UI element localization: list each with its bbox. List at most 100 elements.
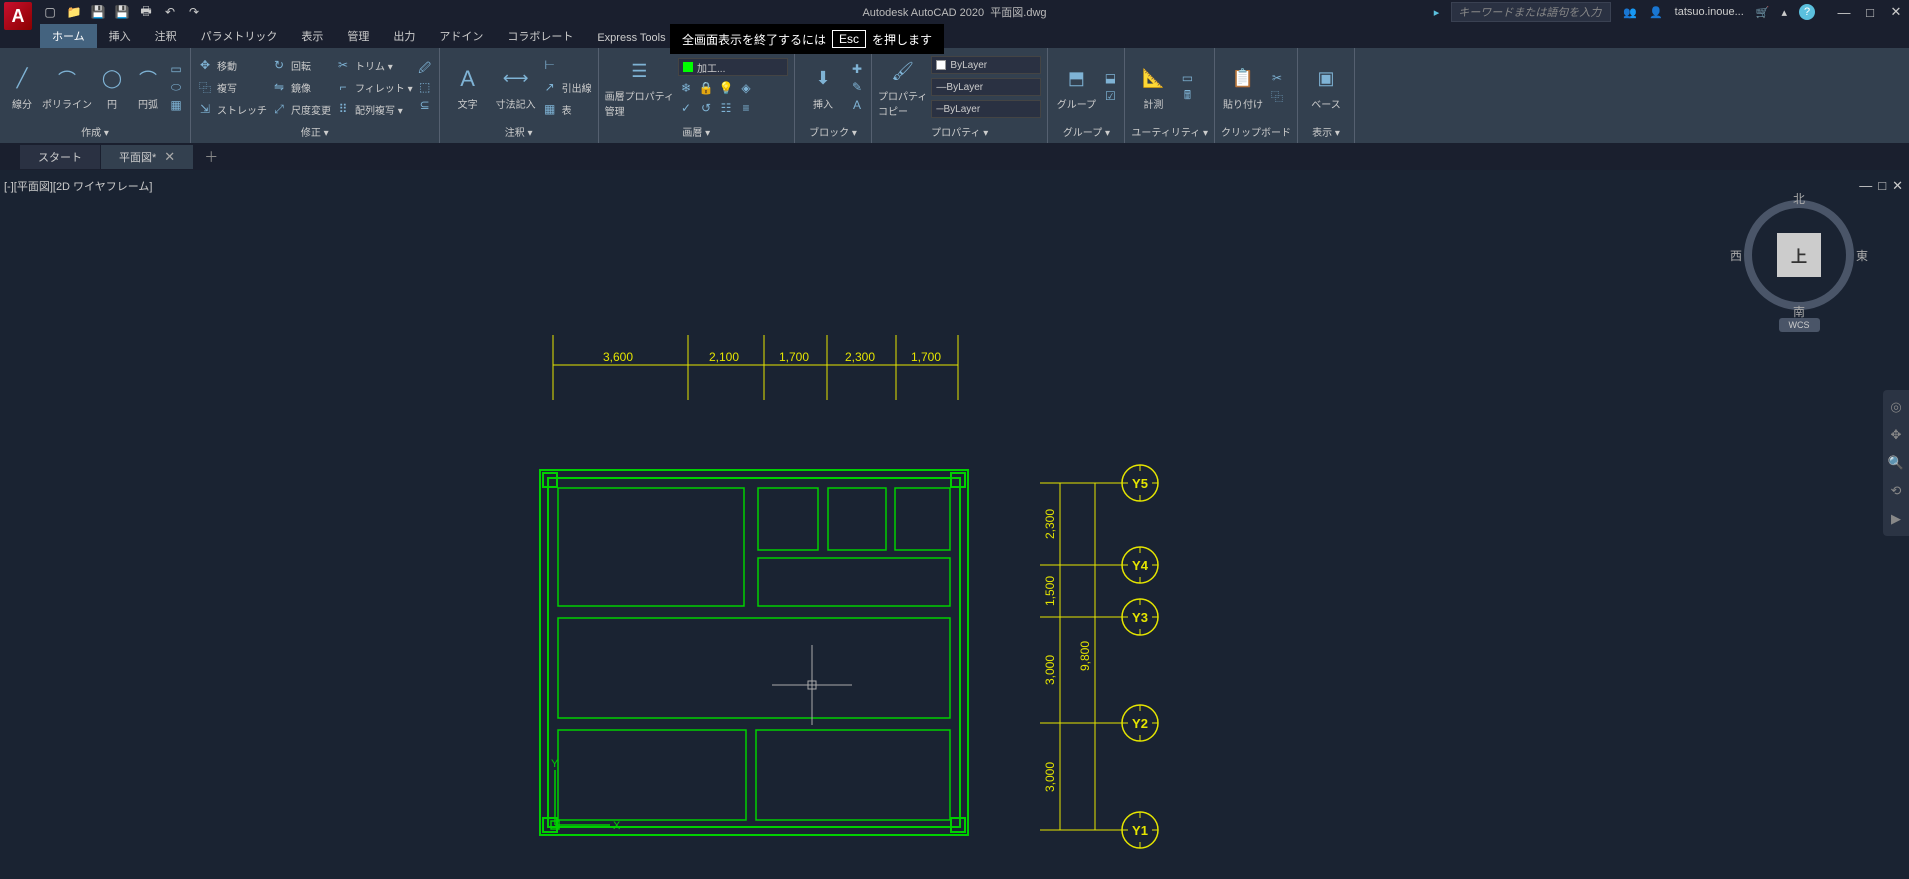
minimize-button[interactable]: — [1835,3,1853,21]
layer-iso-icon[interactable]: ◈ [738,80,754,96]
edit-block-icon[interactable]: ✎ [849,79,865,95]
panel-layers-title[interactable]: 画層 ▾ [605,122,788,141]
cut-icon[interactable]: ✂ [1269,70,1285,86]
calc-icon[interactable]: 🖩 [1179,88,1195,104]
measure-button[interactable]: 📐計測 [1131,64,1175,111]
dimension-button[interactable]: ⟷寸法記入 [494,64,538,111]
panel-create-title[interactable]: 作成 ▾ [6,122,184,141]
ungroup-icon[interactable]: ⬓ [1102,70,1118,86]
ribbon-tab-home[interactable]: ホーム [40,24,97,48]
scale-icon[interactable]: ⤢ [271,101,287,117]
panel-annotate-title[interactable]: 注釈 ▾ [446,122,592,141]
search-input[interactable]: キーワードまたは語句を入力 [1451,2,1611,22]
copy-icon[interactable]: ⿻ [197,79,213,95]
ribbon-tab-insert[interactable]: 挿入 [97,24,143,48]
viewcube-north[interactable]: 北 [1793,190,1805,207]
layer-freeze-icon[interactable]: ❄ [678,80,694,96]
layer-match-icon[interactable]: ✓ [678,100,694,116]
new-icon[interactable]: ▢ [42,4,58,20]
nav-zoom-icon[interactable]: 🔍 [1887,454,1905,472]
table-icon[interactable]: ▦ [542,101,558,117]
panel-utility-title[interactable]: ユーティリティ ▾ [1131,122,1208,141]
ribbon-tab-collaborate[interactable]: コラボレート [495,24,585,48]
cart-icon[interactable]: 🛒 [1756,6,1770,19]
circle-button[interactable]: ◯円 [96,64,128,111]
array-icon[interactable]: ⠿ [335,101,351,117]
linear-icon[interactable]: ⊢ [542,57,558,73]
panel-modify-title[interactable]: 修正 ▾ [197,122,433,141]
viewcube-east[interactable]: 東 [1856,247,1868,264]
panel-clipboard-title[interactable]: クリップボード [1221,122,1291,141]
attr-icon[interactable]: A [849,97,865,113]
paste-button[interactable]: 📋貼り付け [1221,64,1265,111]
line-button[interactable]: ╱線分 [6,64,38,111]
group-edit-icon[interactable]: ☑ [1102,88,1118,104]
layer-prev-icon[interactable]: ↺ [698,100,714,116]
match-properties-button[interactable]: 🖌プロパティ コピー [878,56,927,118]
layer-state-icon[interactable]: ≡ [738,100,754,116]
doc-tab-add-button[interactable]: ＋ [194,143,228,171]
viewcube[interactable]: 北 南 東 西 上 WCS [1739,200,1859,350]
mirror-icon[interactable]: ⇋ [271,79,287,95]
rect-icon[interactable]: ▭ [168,61,184,77]
app-logo-icon[interactable]: A [4,2,32,30]
doc-tab-active[interactable]: 平面図* ✕ [101,145,194,169]
help-icon[interactable]: ? [1799,4,1815,20]
open-icon[interactable]: 📁 [66,4,82,20]
text-button[interactable]: A文字 [446,64,490,111]
arc-button[interactable]: ⌒円弧 [132,64,164,111]
rotate-icon[interactable]: ↻ [271,57,287,73]
signin-icon[interactable]: 👥 [1623,6,1637,19]
panel-block-title[interactable]: ブロック ▾ [801,122,865,141]
close-button[interactable]: ✕ [1887,3,1905,21]
saveas-icon[interactable]: 💾 [114,4,130,20]
viewcube-wcs[interactable]: WCS [1779,318,1820,332]
viewcube-top-face[interactable]: 上 [1777,233,1821,277]
nav-pan-icon[interactable]: ✥ [1887,426,1905,444]
panel-group-title[interactable]: グループ ▾ [1054,122,1118,141]
stretch-icon[interactable]: ⇲ [197,101,213,117]
leader-icon[interactable]: ↗ [542,79,558,95]
explode-icon[interactable]: ⬚ [417,79,433,95]
linetype-combo[interactable]: ─ ByLayer [931,100,1041,118]
ellipse-icon[interactable]: ⬭ [168,79,184,95]
maximize-button[interactable]: □ [1861,3,1879,21]
hatch-icon[interactable]: ▦ [168,97,184,113]
trim-icon[interactable]: ✂ [335,57,351,73]
ribbon-tab-view[interactable]: 表示 [289,24,335,48]
user-icon[interactable]: 👤 [1649,6,1663,19]
layer-combo[interactable]: 加工... [678,58,788,76]
nav-wheel-icon[interactable]: ◎ [1887,398,1905,416]
panel-view-title[interactable]: 表示 ▾ [1304,122,1348,141]
drawing-canvas[interactable]: [-][平面図][2D ワイヤフレーム] — □ ✕ 3,6002,1001,7… [0,170,1909,879]
layer-off-icon[interactable]: 💡 [718,80,734,96]
nav-orbit-icon[interactable]: ⟲ [1887,482,1905,500]
doc-tab-start[interactable]: スタート [20,145,101,169]
viewcube-west[interactable]: 西 [1730,247,1742,264]
copy-clip-icon[interactable]: ⿻ [1269,88,1285,104]
app-store-icon[interactable]: ▴ [1781,6,1787,19]
group-button[interactable]: ⬒グループ [1054,64,1098,111]
viewcube-south[interactable]: 南 [1793,303,1805,320]
redo-icon[interactable]: ↷ [186,4,202,20]
ribbon-tab-parametric[interactable]: パラメトリック [189,24,290,48]
ribbon-tab-addin[interactable]: アドイン [427,24,495,48]
ribbon-tab-express[interactable]: Express Tools [585,28,677,48]
undo-icon[interactable]: ↶ [162,4,178,20]
plot-icon[interactable]: 🖶 [138,4,154,20]
base-button[interactable]: ▣ベース [1304,64,1348,111]
layer-properties-button[interactable]: ☰画層プロパティ 管理 [605,56,674,118]
ribbon-tab-manage[interactable]: 管理 [335,24,381,48]
move-icon[interactable]: ✥ [197,57,213,73]
select-icon[interactable]: ▭ [1179,70,1195,86]
ribbon-tab-annotate[interactable]: 注釈 [143,24,189,48]
fillet-icon[interactable]: ⌐ [335,79,351,95]
nav-showmotion-icon[interactable]: ▶ [1887,510,1905,528]
layer-walk-icon[interactable]: ☷ [718,100,734,116]
color-combo[interactable]: ByLayer [931,56,1041,74]
lineweight-combo[interactable]: — ByLayer [931,78,1041,96]
offset-icon[interactable]: ⊆ [417,97,433,113]
layer-lock-icon[interactable]: 🔒 [698,80,714,96]
create-block-icon[interactable]: ✚ [849,61,865,77]
panel-properties-title[interactable]: プロパティ ▾ [878,122,1041,141]
